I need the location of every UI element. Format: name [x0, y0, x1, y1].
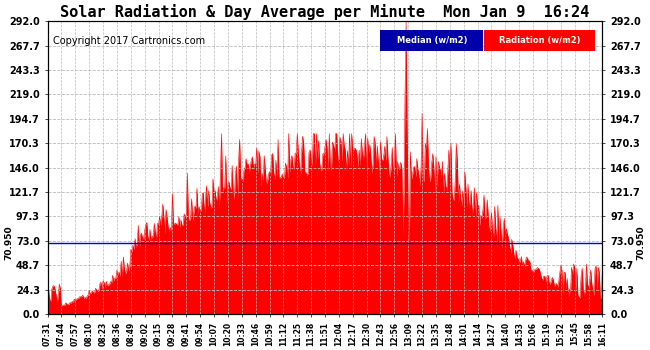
Title: Solar Radiation & Day Average per Minute  Mon Jan 9  16:24: Solar Radiation & Day Average per Minute…: [60, 4, 590, 20]
Text: 70.950: 70.950: [4, 225, 13, 260]
FancyBboxPatch shape: [380, 30, 483, 51]
FancyBboxPatch shape: [484, 30, 595, 51]
Text: 70.950: 70.950: [637, 225, 646, 260]
Text: Median (w/m2): Median (w/m2): [396, 36, 467, 45]
Text: Copyright 2017 Cartronics.com: Copyright 2017 Cartronics.com: [53, 36, 205, 46]
Text: Radiation (w/m2): Radiation (w/m2): [499, 36, 580, 45]
